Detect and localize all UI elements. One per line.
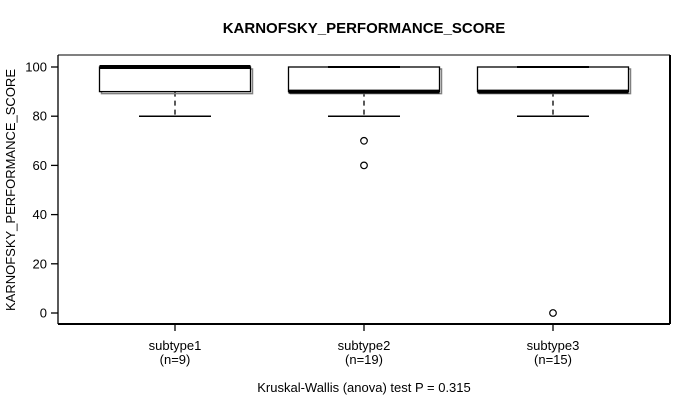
y-tick-label: 40: [33, 207, 47, 222]
y-tick-label: 60: [33, 158, 47, 173]
x-group-label: subtype2: [338, 338, 391, 353]
iqr-box: [287, 66, 441, 93]
x-group-sublabel: (n=15): [534, 352, 572, 367]
x-group-sublabel: (n=19): [345, 352, 383, 367]
outlier-point: [360, 136, 368, 145]
y-tick-label: 100: [25, 60, 47, 75]
y-tick-label: 20: [33, 256, 47, 271]
y-axis-title: KARNOFSKY_PERFORMANCE_SCORE: [3, 69, 18, 311]
iqr-box: [476, 66, 630, 93]
x-group-label: subtype1: [149, 338, 202, 353]
chart-title: KARNOFSKY_PERFORMANCE_SCORE: [223, 20, 506, 37]
caption-text: Kruskal-Wallis (anova) test P = 0.315: [257, 380, 471, 395]
y-tick-label: 80: [33, 109, 47, 124]
outlier-point: [549, 309, 557, 317]
x-group-label: subtype3: [527, 338, 580, 353]
outlier-point: [360, 161, 368, 170]
plot-area: 0 20 40 60 80 100 subtype1(n=9) subtype2(n=19) s…: [25, 54, 671, 367]
y-tick-label: 0: [40, 306, 47, 321]
iqr-box: [98, 66, 252, 93]
x-group-sublabel: (n=9): [160, 352, 191, 367]
